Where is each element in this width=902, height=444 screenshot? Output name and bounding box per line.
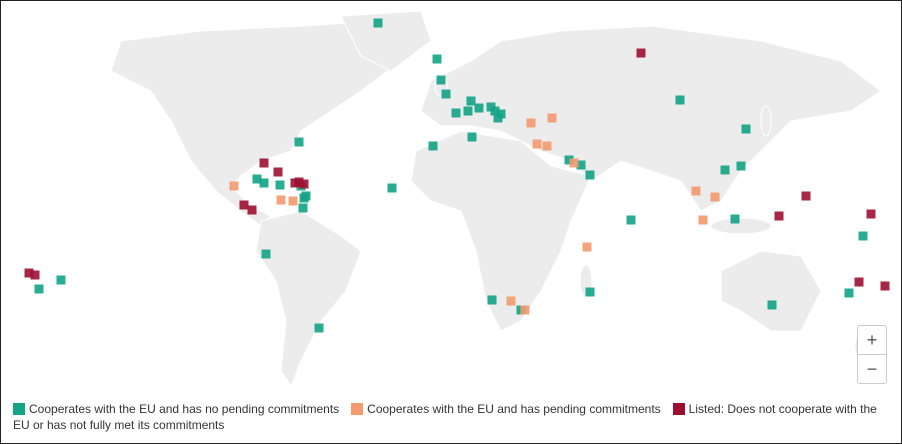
country-marker[interactable] — [229, 181, 239, 191]
country-marker[interactable] — [436, 75, 446, 85]
country-marker[interactable] — [261, 249, 271, 259]
markers — [24, 18, 890, 333]
zoom-control: + − — [857, 325, 887, 384]
country-marker[interactable] — [314, 323, 324, 333]
legend-item: Cooperates with the EU and has pending c… — [351, 402, 661, 416]
country-marker[interactable] — [451, 108, 461, 118]
country-marker[interactable] — [490, 106, 500, 116]
legend-label: Cooperates with the EU and has no pendin… — [29, 402, 340, 416]
country-marker[interactable] — [428, 141, 438, 151]
country-marker[interactable] — [466, 96, 476, 106]
country-marker[interactable] — [373, 18, 383, 28]
legend-swatch — [351, 403, 364, 415]
country-marker[interactable] — [520, 305, 530, 315]
country-marker[interactable] — [299, 179, 309, 189]
country-marker[interactable] — [294, 137, 304, 147]
eurasia — [420, 25, 882, 212]
country-marker[interactable] — [844, 288, 854, 298]
country-marker[interactable] — [273, 167, 283, 177]
legend-item: Cooperates with the EU and has no pendin… — [13, 402, 339, 416]
country-marker[interactable] — [301, 191, 311, 201]
legend-swatch — [672, 403, 685, 415]
country-marker[interactable] — [710, 192, 720, 202]
country-marker[interactable] — [741, 124, 751, 134]
country-marker[interactable] — [585, 287, 595, 297]
country-marker[interactable] — [467, 132, 477, 142]
indonesia — [710, 217, 772, 235]
country-marker[interactable] — [487, 295, 497, 305]
country-marker[interactable] — [569, 158, 579, 168]
legend-label: Listed: Does not cooperate with the EU o… — [13, 402, 877, 432]
country-marker[interactable] — [698, 215, 708, 225]
country-marker[interactable] — [298, 203, 308, 213]
world-map — [24, 10, 890, 388]
africa — [410, 130, 592, 332]
country-marker[interactable] — [288, 196, 298, 206]
country-marker[interactable] — [858, 231, 868, 241]
country-marker[interactable] — [441, 89, 451, 99]
country-marker[interactable] — [582, 242, 592, 252]
country-marker[interactable] — [767, 300, 777, 310]
country-marker[interactable] — [474, 103, 484, 113]
australia — [720, 250, 822, 332]
country-marker[interactable] — [730, 214, 740, 224]
country-marker[interactable] — [854, 277, 864, 287]
country-marker[interactable] — [547, 113, 557, 123]
legend-item: Listed: Does not cooperate with the EU o… — [13, 402, 877, 432]
country-marker[interactable] — [30, 270, 40, 280]
country-marker[interactable] — [576, 160, 586, 170]
country-marker[interactable] — [675, 95, 685, 105]
country-marker[interactable] — [532, 139, 542, 149]
legend-swatch — [13, 403, 25, 415]
greenland — [340, 10, 432, 72]
country-marker[interactable] — [736, 161, 746, 171]
country-marker[interactable] — [636, 48, 646, 58]
legend-label: Cooperates with the EU and has pending c… — [367, 402, 661, 416]
country-marker[interactable] — [275, 180, 285, 190]
country-marker[interactable] — [239, 200, 249, 210]
country-marker[interactable] — [252, 174, 262, 184]
south-america — [255, 210, 362, 388]
country-marker[interactable] — [542, 141, 552, 151]
zoom-in-button[interactable]: + — [866, 330, 878, 350]
country-marker[interactable] — [24, 268, 34, 278]
country-marker[interactable] — [463, 106, 473, 116]
country-marker[interactable] — [774, 211, 784, 221]
land — [110, 10, 882, 388]
country-marker[interactable] — [247, 205, 257, 215]
country-marker[interactable] — [34, 284, 44, 294]
country-marker[interactable] — [691, 186, 701, 196]
country-marker[interactable] — [432, 54, 442, 64]
country-marker[interactable] — [526, 118, 536, 128]
country-marker[interactable] — [294, 177, 304, 187]
country-marker[interactable] — [564, 155, 574, 165]
country-marker[interactable] — [626, 215, 636, 225]
country-marker[interactable] — [506, 296, 516, 306]
legend: Cooperates with the EU and has no pendin… — [13, 401, 893, 433]
country-marker[interactable] — [585, 170, 595, 180]
country-marker[interactable] — [866, 209, 876, 219]
zoom-out-button[interactable]: − — [858, 354, 886, 383]
country-marker[interactable] — [259, 178, 269, 188]
country-marker[interactable] — [801, 191, 811, 201]
country-marker[interactable] — [496, 109, 506, 119]
country-marker[interactable] — [387, 183, 397, 193]
country-marker[interactable] — [880, 281, 890, 291]
japan — [760, 105, 772, 137]
country-marker[interactable] — [720, 165, 730, 175]
country-marker[interactable] — [56, 275, 66, 285]
country-marker[interactable] — [276, 195, 286, 205]
country-marker[interactable] — [259, 158, 269, 168]
